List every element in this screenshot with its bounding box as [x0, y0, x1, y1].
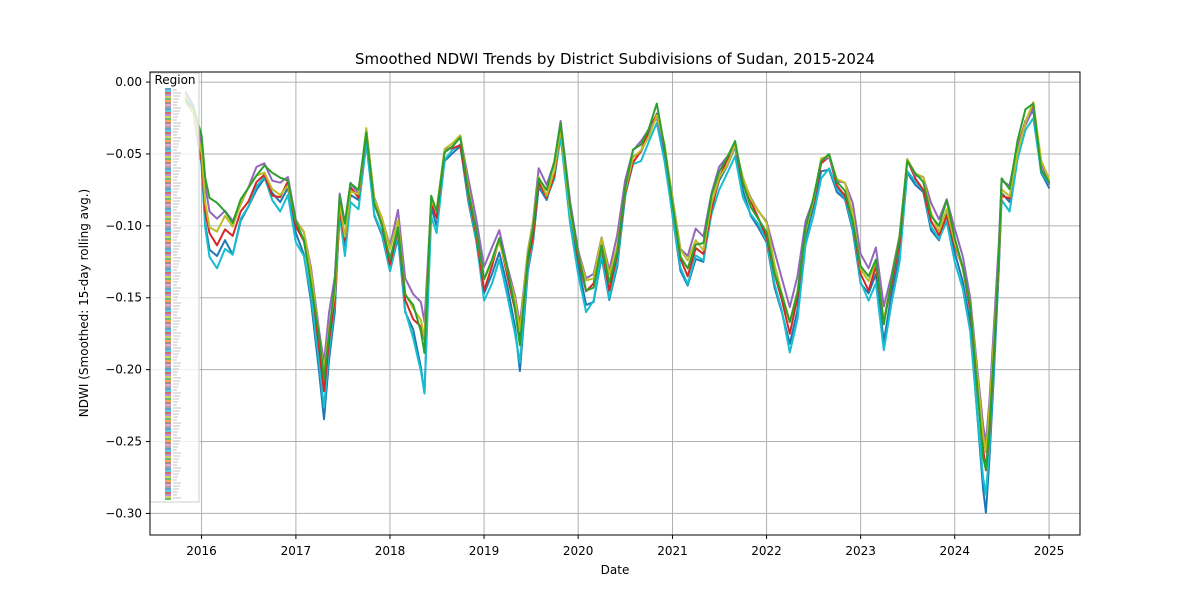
y-tick-label: −0.30	[105, 506, 142, 520]
y-axis-label: NDWI (Smoothed: 15-day rolling avg.)	[77, 189, 91, 417]
x-axis-label: Date	[601, 563, 630, 577]
x-tick-label: 2017	[281, 544, 312, 558]
x-tick-label: 2016	[186, 544, 217, 558]
x-tick-label: 2023	[845, 544, 876, 558]
x-tick-label: 2019	[469, 544, 500, 558]
series-lines	[184, 91, 1051, 514]
y-tick-label: −0.10	[105, 219, 142, 233]
grid-lines	[150, 72, 1080, 535]
y-tick-label: −0.05	[105, 147, 142, 161]
legend-box	[149, 72, 200, 503]
x-tick-label: 2018	[375, 544, 406, 558]
y-tick-label: −0.15	[105, 291, 142, 305]
y-axis-ticks: 0.00 −0.05 −0.10 −0.15 −0.20 −0.25 −0.30	[105, 75, 150, 520]
legend: Region	[149, 72, 200, 503]
y-tick-label: −0.25	[105, 435, 142, 449]
plot-frame	[149, 71, 1081, 536]
x-tick-label: 2025	[1034, 544, 1065, 558]
x-axis-ticks: 2016 2017 2018 2019 2020 2021 2022 2023 2024 2025	[186, 535, 1064, 558]
series-line	[184, 99, 1051, 471]
legend-title: Region	[154, 73, 195, 87]
x-tick-label: 2020	[563, 544, 594, 558]
x-tick-label: 2022	[751, 544, 782, 558]
x-tick-label: 2024	[939, 544, 970, 558]
legend-swatches	[165, 88, 181, 500]
series-line	[184, 93, 1051, 496]
y-tick-label: −0.20	[105, 363, 142, 377]
chart-title: Smoothed NDWI Trends by District Subdivi…	[355, 50, 875, 68]
x-tick-label: 2021	[657, 544, 688, 558]
y-tick-label: 0.00	[115, 75, 142, 89]
